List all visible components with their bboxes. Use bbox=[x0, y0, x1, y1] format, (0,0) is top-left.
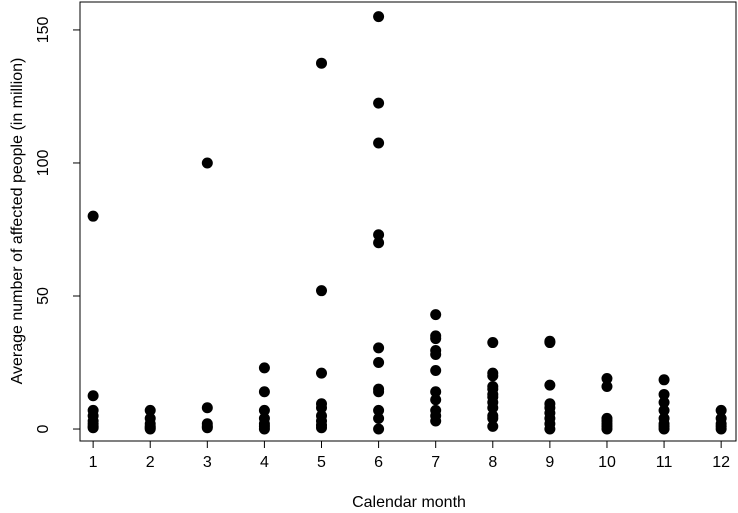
point bbox=[658, 396, 670, 408]
y-tick-label: 0 bbox=[35, 424, 52, 433]
point bbox=[373, 97, 385, 109]
point bbox=[201, 157, 213, 169]
point bbox=[144, 404, 156, 416]
point bbox=[144, 423, 156, 435]
point bbox=[316, 402, 328, 414]
x-tick-label: 3 bbox=[203, 454, 212, 471]
point bbox=[430, 309, 442, 321]
point bbox=[87, 210, 99, 222]
point bbox=[258, 386, 270, 398]
point bbox=[201, 422, 213, 434]
point bbox=[373, 423, 385, 435]
x-tick-label: 10 bbox=[598, 454, 616, 471]
point bbox=[430, 415, 442, 427]
point bbox=[316, 57, 328, 69]
point bbox=[316, 367, 328, 379]
point bbox=[373, 357, 385, 369]
x-tick-label: 9 bbox=[545, 454, 554, 471]
x-tick-label: 12 bbox=[712, 454, 730, 471]
plot-frame bbox=[79, 1, 737, 442]
point bbox=[87, 422, 99, 434]
point bbox=[487, 370, 499, 382]
x-tick-label: 11 bbox=[656, 454, 673, 471]
point bbox=[658, 404, 670, 416]
point bbox=[430, 394, 442, 406]
x-tick-label: 6 bbox=[374, 454, 383, 471]
point bbox=[544, 379, 556, 391]
point bbox=[658, 423, 670, 435]
point bbox=[658, 374, 670, 386]
y-tick-label: 50 bbox=[35, 287, 52, 305]
point bbox=[715, 404, 727, 416]
point bbox=[373, 386, 385, 398]
x-tick-label: 4 bbox=[260, 454, 269, 471]
point bbox=[430, 349, 442, 361]
x-tick-label: 1 bbox=[89, 454, 98, 471]
point bbox=[487, 412, 499, 424]
point bbox=[373, 404, 385, 416]
point bbox=[373, 237, 385, 249]
point bbox=[258, 404, 270, 416]
x-tick-label: 8 bbox=[488, 454, 497, 471]
point bbox=[373, 137, 385, 149]
y-axis-label: Average number of affected people (in mi… bbox=[9, 58, 26, 385]
point bbox=[544, 423, 556, 435]
point bbox=[658, 388, 670, 400]
point bbox=[373, 229, 385, 241]
point bbox=[715, 423, 727, 435]
point bbox=[373, 412, 385, 424]
point bbox=[373, 11, 385, 23]
point bbox=[487, 420, 499, 432]
x-tick-label: 5 bbox=[317, 454, 326, 471]
point bbox=[316, 285, 328, 297]
point bbox=[373, 342, 385, 354]
x-tick-label: 2 bbox=[146, 454, 155, 471]
point bbox=[487, 337, 499, 349]
point bbox=[430, 364, 442, 376]
point bbox=[430, 386, 442, 398]
y-tick-label: 100 bbox=[35, 150, 52, 177]
point bbox=[87, 390, 99, 402]
point bbox=[316, 422, 328, 434]
x-tick-label: 7 bbox=[431, 454, 440, 471]
x-axis-label: Calendar month bbox=[352, 494, 466, 511]
point bbox=[430, 333, 442, 345]
point bbox=[601, 380, 613, 392]
point bbox=[601, 372, 613, 384]
point bbox=[487, 402, 499, 414]
point bbox=[601, 423, 613, 435]
point bbox=[201, 402, 213, 414]
point bbox=[258, 362, 270, 374]
y-tick-label: 150 bbox=[35, 16, 52, 43]
point bbox=[258, 423, 270, 435]
point bbox=[544, 337, 556, 349]
